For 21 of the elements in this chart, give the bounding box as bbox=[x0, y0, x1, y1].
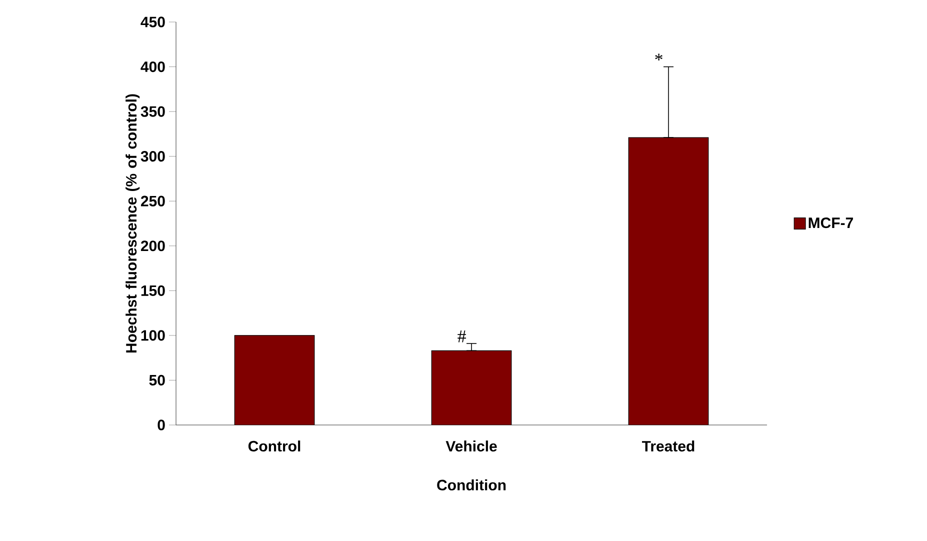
bar bbox=[234, 335, 314, 425]
x-axis-title: Condition bbox=[437, 479, 506, 490]
bar bbox=[432, 350, 512, 425]
legend-label: MCF-7 bbox=[808, 218, 853, 228]
y-tick-label: 250 bbox=[140, 196, 165, 206]
annotation: * bbox=[655, 54, 662, 60]
y-axis-title: Hoechst fluorescence (% of control) bbox=[126, 94, 140, 353]
y-tick-label: 50 bbox=[149, 374, 165, 386]
y-tick-label: 300 bbox=[140, 151, 165, 162]
y-tick-label: 0 bbox=[158, 420, 165, 430]
y-tick-label: 350 bbox=[140, 106, 165, 117]
y-tick-label: 150 bbox=[141, 285, 165, 296]
x-tick-label: Control bbox=[248, 440, 300, 452]
y-tick-label: 100 bbox=[141, 330, 165, 341]
y-tick-label: 400 bbox=[140, 61, 165, 72]
y-tick-label: 200 bbox=[140, 240, 165, 252]
annotation: # bbox=[458, 330, 466, 342]
bar bbox=[628, 137, 709, 425]
y-tick-label: 450 bbox=[140, 16, 165, 28]
x-tick-label: Vehicle bbox=[446, 440, 497, 452]
x-tick-label: Treated bbox=[642, 440, 694, 452]
